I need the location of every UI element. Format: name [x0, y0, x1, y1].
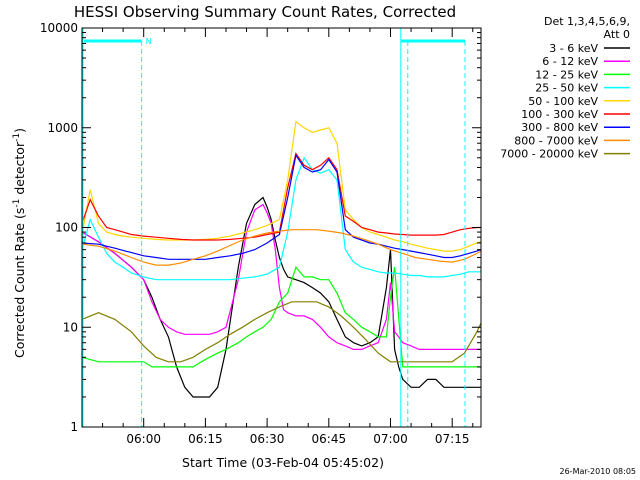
legend-label-7: 300 - 800 keV	[521, 121, 598, 134]
series-layer	[82, 120, 481, 398]
series-line-1	[82, 196, 481, 398]
axis-layer: 1 10 100 1000 10000 06:00 06:15 06:30 06:45 07:00…	[40, 21, 482, 446]
y-axis-label-mid: detector	[12, 141, 27, 199]
x-tick-label-3: 06:30	[250, 432, 285, 446]
legend-label-6: 100 - 300 keV	[521, 108, 598, 121]
y-tick-label-2: 10	[63, 320, 78, 334]
series-line-2	[82, 203, 481, 350]
legend-label-3: 12 - 25 keV	[535, 68, 598, 81]
y-axis-label: Corrected Count Rate (s-1 detector-1)	[12, 128, 27, 358]
annotation-layer: N	[82, 28, 466, 427]
y-tick-label-3: 100	[55, 221, 78, 235]
x-tick-label-1: 06:00	[126, 432, 161, 446]
x-tick-label-2: 06:15	[188, 432, 223, 446]
legend-label-8: 800 - 7000 keV	[514, 134, 598, 147]
x-tick-label-6: 07:15	[435, 432, 470, 446]
chart-title: HESSI Observing Summary Count Rates, Cor…	[74, 3, 456, 21]
legend-label-2: 6 - 12 keV	[542, 55, 598, 68]
legend-header-attenuator: Att 0	[604, 28, 630, 41]
x-axis-label: Start Time (03-Feb-04 05:45:02)	[182, 455, 384, 470]
x-tick-label-5: 07:00	[373, 432, 408, 446]
legend-label-4: 25 - 50 keV	[535, 82, 598, 95]
legend-label-5: 50 - 100 keV	[528, 95, 598, 108]
y-axis-label-suffix: )	[12, 128, 27, 133]
legend-label-9: 7000 - 20000 keV	[500, 148, 598, 161]
legend-header-detectors: Det 1,3,4,5,6,9,	[544, 15, 630, 28]
y-tick-label-4: 1000	[47, 121, 78, 135]
series-line-4	[82, 156, 481, 281]
y-tick-label-5: 10000	[40, 21, 78, 35]
series-line-7	[82, 153, 481, 260]
x-tick-label-4: 06:45	[312, 432, 347, 446]
series-line-5	[82, 120, 481, 252]
series-line-3	[82, 265, 481, 368]
series-line-9	[82, 301, 481, 363]
annotation-n-label: N	[146, 37, 152, 46]
series-line-6	[82, 152, 481, 241]
series-line-8	[82, 229, 481, 266]
y-axis-label-exponent-1: -1	[12, 199, 22, 208]
y-axis-label-exponent-2: -1	[12, 133, 22, 142]
y-tick-label-1: 1	[70, 420, 78, 434]
legend-label-1: 3 - 6 keV	[549, 42, 598, 55]
y-axis-label-prefix: Corrected Count Rate (s	[12, 208, 27, 358]
footer-timestamp: 26-Mar-2010 08:05	[560, 467, 637, 476]
